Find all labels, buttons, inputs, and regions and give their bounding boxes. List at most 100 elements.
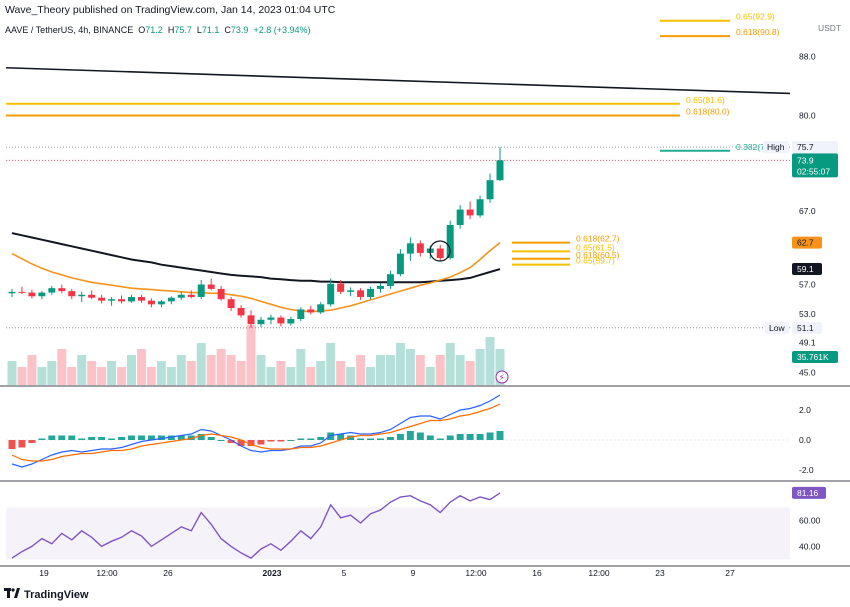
fib-level-label: 0.65(61.5) [576, 242, 615, 252]
volume-bar [276, 361, 286, 385]
macd-histogram-bar [486, 432, 494, 440]
volume-bar [425, 367, 435, 385]
volume-bar [166, 367, 176, 385]
high-value: 75.7 [174, 25, 192, 35]
candle-body [377, 285, 384, 289]
volume-bar [306, 367, 316, 385]
volume-bar [465, 361, 475, 385]
volume-bar [117, 367, 127, 385]
volume-bar [445, 343, 455, 385]
candle-body [396, 253, 404, 275]
volume-bar [475, 349, 485, 385]
candle-body [436, 248, 444, 259]
volume-bar [17, 367, 27, 385]
time-tick-label: 26 [163, 568, 173, 578]
candle-body [406, 243, 414, 254]
volume-bar [47, 361, 57, 385]
candle-body [416, 243, 424, 253]
candle-body [118, 299, 126, 302]
macd-histogram-bar [88, 437, 96, 440]
high-label: H [167, 25, 175, 35]
macd-histogram-bar [108, 438, 116, 440]
macd-histogram-bar [426, 435, 434, 440]
volume-bar [156, 361, 166, 385]
macd-histogram-bar [38, 438, 46, 440]
candle-body [486, 180, 494, 200]
low-tag-badge [765, 321, 789, 334]
volume-bar [27, 355, 37, 385]
high-tag-badge [763, 141, 789, 154]
price-tick-label: 80.0 [799, 111, 816, 121]
volume-bar [336, 361, 346, 385]
time-tick-label: 23 [655, 568, 665, 578]
candle-body [367, 288, 375, 297]
lightning-icon [495, 370, 509, 384]
macd-histogram-bar [187, 435, 195, 440]
macd-histogram-bar [8, 440, 16, 449]
candle-body [18, 291, 26, 293]
candle-body [187, 294, 195, 297]
high-price-value: 75.7 [797, 142, 814, 152]
macd-histogram-bar [367, 438, 375, 440]
volume-bar [455, 355, 465, 385]
volume-bar [395, 343, 405, 385]
volume-bar [107, 361, 117, 385]
candle-body [446, 224, 454, 259]
volume-bar [435, 355, 445, 385]
candle-body [476, 199, 484, 216]
macd-histogram-bar [247, 440, 255, 446]
macd-histogram-bar [167, 435, 175, 440]
macd-histogram-bar [78, 438, 86, 440]
lightning-icon: ⚡ [499, 374, 505, 384]
candle-body [58, 288, 66, 292]
macd-histogram-bar [347, 435, 355, 440]
fib-level-label: 0.618(60.5) [576, 250, 620, 260]
time-tick-label: 12:00 [96, 568, 118, 578]
macd-histogram-bar [128, 435, 135, 440]
volume-bar [495, 349, 505, 385]
symbol-name[interactable]: AAVE / TetherUS, 4h, BINANCE [5, 25, 134, 35]
volume-bar [356, 355, 366, 385]
volume-bar [246, 325, 256, 385]
volume-bar [77, 355, 87, 385]
time-tick-label: 19 [39, 568, 49, 578]
macd-histogram-bar [237, 440, 245, 446]
candle-body [347, 290, 355, 292]
volume-bar [266, 367, 276, 385]
low-tag: Low [769, 323, 785, 333]
volume-bar [57, 349, 67, 385]
macd-tick-label: 2.0 [799, 405, 811, 415]
tradingview-footer[interactable]: TradingView [4, 588, 89, 601]
candle-body [317, 304, 325, 313]
volume-bar [127, 355, 136, 385]
ema-200-value: 59.1 [797, 264, 814, 274]
candle-body [197, 284, 205, 297]
macd-histogram-bar [357, 438, 365, 440]
candle-body [207, 284, 215, 289]
volume-bar [196, 343, 206, 385]
volume-bar [366, 367, 376, 385]
candle-body [327, 283, 335, 305]
macd-histogram-bar [456, 434, 464, 440]
fib-level-label: 0.65(92.9) [736, 12, 775, 22]
macd-histogram-bar [436, 438, 444, 440]
macd-histogram-bar [98, 437, 106, 440]
time-tick-label: 12:00 [465, 568, 487, 578]
volume-bar [346, 367, 356, 385]
rsi-badge [792, 486, 826, 499]
publisher-credit: Wave_Theory published on TradingView.com… [5, 4, 336, 16]
macd-histogram-bar [147, 435, 155, 440]
countdown-timer: 02:55:07 [797, 166, 830, 176]
tradingview-brand: TradingView [24, 588, 89, 601]
close-value: 73.9 [230, 25, 249, 35]
time-tick-label: 27 [725, 568, 735, 578]
fib-level-label: 0.65(81.6) [686, 95, 725, 105]
low-price-value: 51.1 [797, 323, 814, 333]
macd-histogram-bar [377, 438, 384, 440]
volume-bar [226, 355, 236, 385]
candle-body [98, 297, 106, 301]
volume-bar [136, 349, 146, 385]
high-tag: High [767, 142, 785, 152]
candle-body [8, 291, 16, 294]
